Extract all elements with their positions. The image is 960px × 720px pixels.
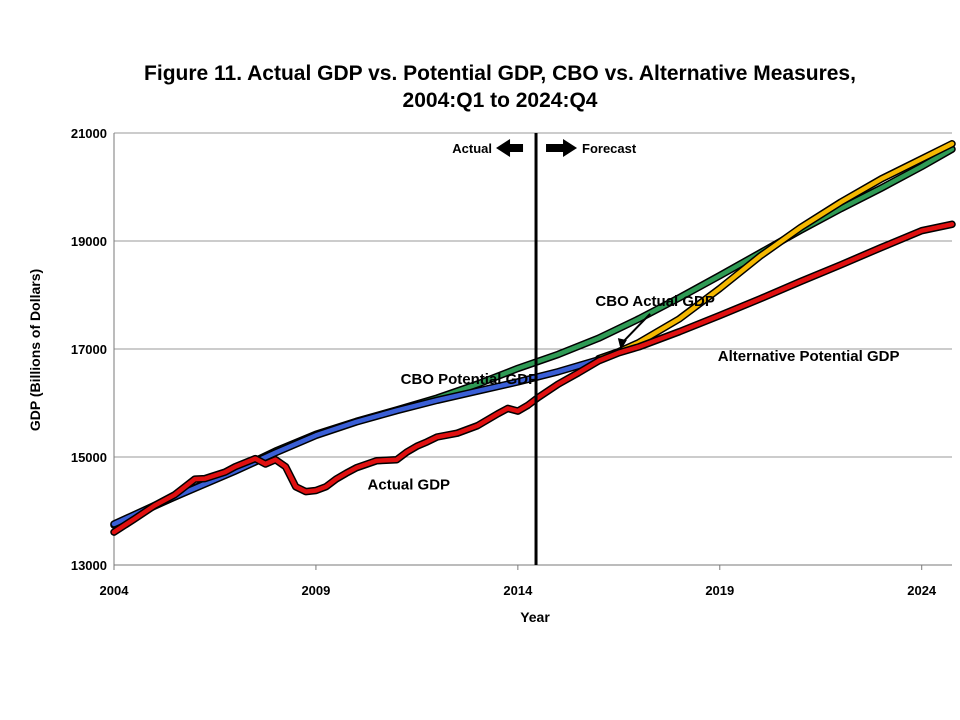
x-tick-label: 2019 <box>705 583 734 598</box>
x-tick-label: 2004 <box>100 583 130 598</box>
forecast-divider: Actual Forecast <box>452 133 637 565</box>
series-line-actual-gdp <box>111 222 955 535</box>
forecast-label: Forecast <box>582 141 637 156</box>
annotation-cbo-potential-gdp: CBO Potential GDP <box>401 371 539 388</box>
chart-subtitle: 2004:Q1 to 2024:Q4 <box>403 89 598 112</box>
chart-title: Figure 11. Actual GDP vs. Potential GDP,… <box>144 62 856 85</box>
forecast-arrow-icon <box>546 139 578 157</box>
x-tick-label: 2024 <box>907 583 937 598</box>
y-tick-label: 21000 <box>71 126 107 141</box>
y-tick-label: 19000 <box>71 234 107 249</box>
annotation-actual-gdp: Actual GDP <box>368 476 451 493</box>
series-line-alternative-potential-gdp <box>111 357 601 527</box>
actual-label: Actual <box>452 141 492 156</box>
pointer-arrow-head-icon <box>617 338 627 351</box>
y-axis-title: GDP (Billions of Dollars) <box>27 269 43 431</box>
y-tick-label: 13000 <box>71 558 107 573</box>
actual-arrow-icon <box>496 139 524 157</box>
annotation-cbo-actual-gdp: CBO Actual GDP <box>595 293 714 310</box>
series-lines <box>110 140 956 536</box>
y-tick-label: 17000 <box>71 342 107 357</box>
annotations: CBO Potential GDP CBO Actual GDP Alternati… <box>368 293 900 494</box>
x-tick-label: 2014 <box>503 583 533 598</box>
y-tick-label: 15000 <box>71 450 107 465</box>
gridlines <box>113 132 952 570</box>
x-tick-label: 2009 <box>301 583 330 598</box>
pointer-arrow-line <box>622 313 651 343</box>
x-axis-title: Year <box>520 609 550 625</box>
tick-labels: 13000 15000 17000 19000 21000 2004 2009 2014 201… <box>71 126 937 598</box>
annotation-alternative-potential-gdp: Alternative Potential GDP <box>718 348 900 365</box>
